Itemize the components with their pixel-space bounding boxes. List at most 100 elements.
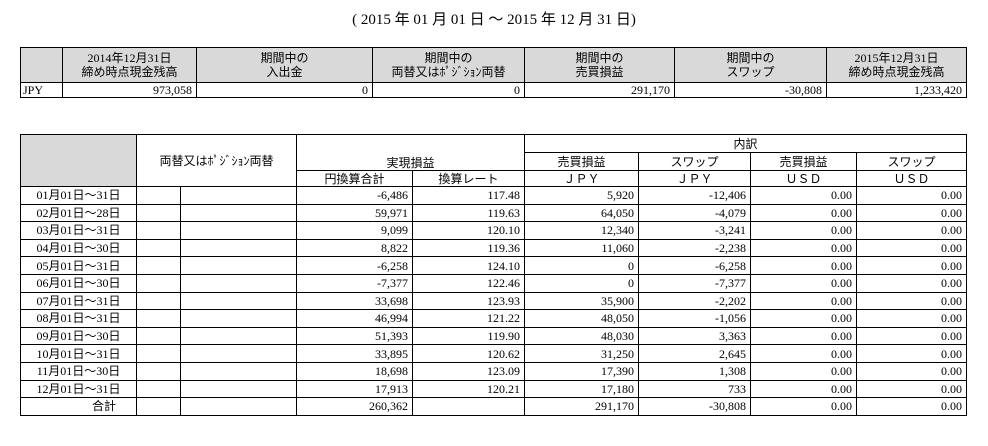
empty-cell <box>179 309 298 328</box>
empty-cell <box>179 221 298 240</box>
empty-cell <box>179 326 298 346</box>
header-line: 期間中の <box>424 51 473 65</box>
amount-cell: -6,258 <box>296 256 414 275</box>
sub-header: 売買損益 <box>524 152 640 171</box>
unit-header: ＪＰＹ <box>638 170 752 187</box>
amount-cell: 119.90 <box>412 326 526 346</box>
amount-cell: 1,308 <box>638 361 752 381</box>
amount-cell: 0.00 <box>856 379 968 399</box>
amount-cell: 31,250 <box>524 344 640 363</box>
amount-cell: -4,079 <box>638 203 752 223</box>
data-row: 07月01日～31日 33,698 123.93 35,900 -2,202 0.00 0.… <box>20 291 968 311</box>
amount-cell: 122.46 <box>412 273 526 293</box>
header-line: 期間中の <box>575 51 624 65</box>
empty-cell <box>179 291 298 311</box>
amount-cell: 17,180 <box>524 379 640 399</box>
period-cell: 02月01日～28日 <box>20 203 137 223</box>
amount-cell: 973,058 <box>62 82 197 98</box>
empty-cell <box>136 273 181 293</box>
data-row: 06月01日～30日 -7,377 122.46 0 -7,377 0.00 0.00 <box>20 273 968 293</box>
amount-cell: 0.00 <box>750 291 858 311</box>
header-line: 売買損益 <box>575 65 624 79</box>
amount-cell: 48,050 <box>524 309 640 328</box>
amount-cell: -3,241 <box>638 221 752 240</box>
amount-cell: 0.00 <box>750 397 858 416</box>
period-cell: 12月01日～31日 <box>20 379 137 399</box>
header-line: 2015年12月31日 <box>854 51 939 65</box>
amount-cell: 120.21 <box>412 379 526 399</box>
header-line: 期間中の <box>726 51 775 65</box>
data-row: JPY 973,058 0 0 291,170 -30,808 1,233,420 <box>20 82 967 98</box>
header-row: 2014年12月31日 締め時点現金残高 期間中の 入出金 期間中の 両替又はﾎﾟｼﾞｼｮ… <box>20 47 967 83</box>
column-header: 2015年12月31日 締め時点現金残高 <box>826 47 967 83</box>
amount-cell: 120.62 <box>412 344 526 363</box>
amount-cell: 8,822 <box>296 238 414 258</box>
amount-cell: 0.00 <box>750 326 858 346</box>
amount-cell: -30,808 <box>674 82 827 98</box>
amount-cell: 64,050 <box>524 203 640 223</box>
header-line: 締め時点現金残高 <box>81 65 178 79</box>
empty-cell <box>179 273 298 293</box>
amount-cell: 0.00 <box>750 256 858 275</box>
amount-cell: 46,994 <box>296 309 414 328</box>
unit-header: ＪＰＹ <box>524 170 640 187</box>
empty-cell <box>412 397 526 416</box>
realized-header: 実現損益 <box>296 134 526 171</box>
header-line: 期間中の <box>260 51 309 65</box>
detail-table: 両替又はﾎﾟｼﾞｼｮﾝ両替 実現損益 内訳 売買損益 スワップ 売買損益 スワップ 円換算合計… <box>20 134 968 416</box>
amount-cell: 18,698 <box>296 361 414 381</box>
data-row: 10月01日～31日 33,895 120.62 31,250 2,645 0.00 0.0… <box>20 344 968 363</box>
amount-cell: 0 <box>524 256 640 275</box>
header-row: 円換算合計 換算レート ＪＰＹ ＪＰＹ ＵＳＤ ＵＳＤ <box>21 170 968 187</box>
period-cell: 11月01日～30日 <box>20 361 137 381</box>
unit-header: ＵＳＤ <box>750 170 858 187</box>
amount-cell: 0.00 <box>856 238 968 258</box>
breakdown-header: 内訳 <box>524 134 968 153</box>
amount-cell: 0.00 <box>750 221 858 240</box>
amount-cell: -2,238 <box>638 238 752 258</box>
column-header: 期間中の 両替又はﾎﾟｼﾞｼｮﾝ両替 <box>372 47 525 83</box>
amount-cell: -7,377 <box>296 273 414 293</box>
period-cell: 03月01日～31日 <box>20 221 137 240</box>
data-row: 08月01日～31日 46,994 121.22 48,050 -1,056 0.00 0.… <box>20 309 968 328</box>
amount-cell: 0.00 <box>856 186 968 205</box>
amount-cell: 12,340 <box>524 221 640 240</box>
amount-cell: 291,170 <box>524 82 675 98</box>
header-line: 両替又はﾎﾟｼﾞｼｮﾝ両替 <box>391 65 506 79</box>
header-line: 2014年12月31日 <box>87 51 172 65</box>
amount-cell: 0.00 <box>750 238 858 258</box>
amount-cell: 733 <box>638 379 752 399</box>
empty-cell <box>179 397 298 416</box>
amount-cell: 119.36 <box>412 238 526 258</box>
amount-cell: 291,170 <box>524 397 640 416</box>
data-row: 04月01日～30日 8,822 119.36 11,060 -2,238 0.00 0.0… <box>20 238 968 258</box>
amount-cell: 0.00 <box>750 273 858 293</box>
period-cell: 08月01日～31日 <box>20 309 137 328</box>
amount-cell: 11,060 <box>524 238 640 258</box>
column-header: 期間中の 売買損益 <box>524 47 675 83</box>
sub-header: スワップ <box>638 152 752 171</box>
data-row: 09月01日～30日 51,393 119.90 48,030 3,363 0.00 0.0… <box>20 326 968 346</box>
summary-table: 2014年12月31日 締め時点現金残高 期間中の 入出金 期間中の 両替又はﾎﾟｼﾞｼｮ… <box>20 47 967 98</box>
data-row: 02月01日～28日 59,971 119.63 64,050 -4,079 0.00 0.… <box>20 203 968 223</box>
empty-cell <box>179 379 298 399</box>
header-line: 入出金 <box>266 65 303 79</box>
amount-cell: 123.93 <box>412 291 526 311</box>
header-line: スワップ <box>726 65 775 79</box>
total-row: 合計 260,362 291,170 -30,808 0.00 0.00 <box>20 397 968 416</box>
amount-cell: 51,393 <box>296 326 414 346</box>
amount-cell: -6,486 <box>296 186 414 205</box>
sub-header: 売買損益 <box>750 152 858 171</box>
amount-cell: 119.63 <box>412 203 526 223</box>
amount-cell: 0 <box>196 82 373 98</box>
column-header: 期間中の スワップ <box>674 47 827 83</box>
period-cell: 05月01日～31日 <box>20 256 137 275</box>
empty-cell <box>179 344 298 363</box>
amount-cell: 0.00 <box>856 361 968 381</box>
amount-cell: 0.00 <box>856 344 968 363</box>
empty-cell <box>136 379 181 399</box>
header-line: 締め時点現金残高 <box>848 65 945 79</box>
amount-cell: 5,920 <box>524 186 640 205</box>
column-header: 期間中の 入出金 <box>196 47 373 83</box>
amount-cell: 3,363 <box>638 326 752 346</box>
